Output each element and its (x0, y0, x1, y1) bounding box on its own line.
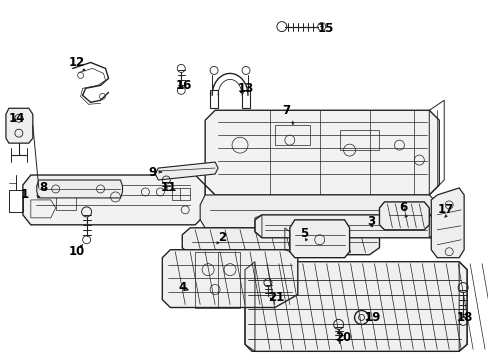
Text: 1: 1 (20, 188, 29, 202)
Text: 21: 21 (267, 291, 284, 304)
Text: 2: 2 (218, 231, 226, 244)
Text: 17: 17 (436, 203, 452, 216)
Text: 11: 11 (160, 181, 176, 194)
Text: 7: 7 (281, 104, 289, 117)
Text: 8: 8 (39, 181, 47, 194)
Polygon shape (430, 188, 463, 258)
Polygon shape (200, 195, 438, 228)
Text: 14: 14 (9, 112, 25, 125)
Polygon shape (6, 108, 33, 143)
Text: 15: 15 (317, 22, 333, 35)
Polygon shape (289, 220, 349, 258)
Polygon shape (155, 162, 218, 180)
Polygon shape (37, 180, 122, 198)
Text: 18: 18 (456, 311, 472, 324)
Polygon shape (23, 175, 205, 225)
Text: 6: 6 (399, 201, 407, 215)
Polygon shape (182, 228, 379, 255)
Text: 20: 20 (334, 331, 350, 344)
Text: 10: 10 (68, 245, 85, 258)
Text: 19: 19 (364, 311, 380, 324)
Text: 3: 3 (367, 215, 375, 228)
Polygon shape (205, 110, 438, 195)
Text: 16: 16 (175, 79, 191, 92)
Text: 5: 5 (299, 227, 307, 240)
Polygon shape (254, 215, 436, 238)
Text: 9: 9 (148, 166, 156, 179)
Polygon shape (162, 250, 297, 307)
Text: 12: 12 (68, 56, 85, 69)
Polygon shape (379, 202, 428, 230)
Text: 13: 13 (238, 82, 254, 95)
Polygon shape (244, 262, 466, 351)
Text: 4: 4 (178, 281, 186, 294)
